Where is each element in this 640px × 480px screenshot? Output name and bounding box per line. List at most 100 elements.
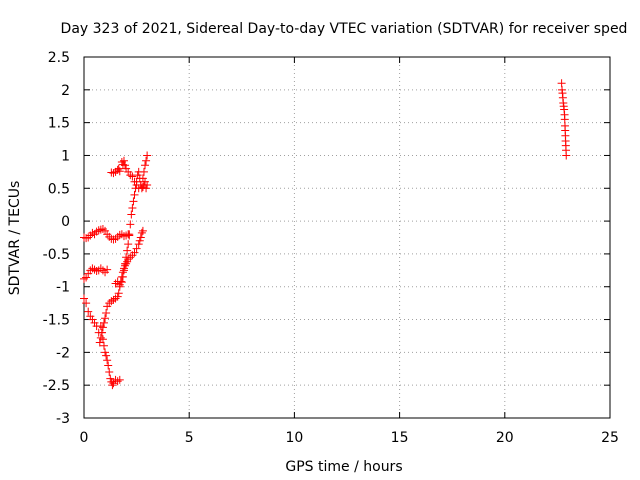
data-point	[113, 377, 122, 386]
data-point	[134, 240, 143, 249]
data-point	[84, 233, 93, 242]
data-point	[92, 266, 101, 275]
data-point	[109, 295, 118, 304]
y-tick-label: 2	[61, 83, 70, 99]
data-point	[97, 328, 106, 337]
series-track-2	[80, 264, 112, 283]
data-point	[98, 323, 107, 332]
data-point	[123, 246, 132, 255]
x-tick-label: 15	[391, 430, 409, 446]
data-point	[103, 265, 112, 274]
data-point	[109, 235, 118, 244]
data-point	[130, 190, 139, 199]
axis-ticks: 0 5 10 15 20 25 -3 -2.5 -2 -1.5 -1 -0.5 0 0.5 1 1.5 2 2.5	[43, 50, 619, 446]
y-axis-label: SDTVAR / TECUs	[7, 181, 23, 296]
data-point	[119, 266, 128, 275]
data-point	[114, 289, 123, 298]
chart-title: Day 323 of 2021, Sidereal Day-to-day VTE…	[61, 21, 628, 37]
data-point	[121, 161, 130, 170]
data-point	[105, 299, 114, 308]
data-point	[115, 230, 124, 239]
data-point	[90, 318, 99, 327]
y-tick-label: -1.5	[43, 313, 70, 329]
data-point	[105, 368, 114, 377]
data-point	[84, 269, 93, 278]
data-point	[142, 184, 151, 193]
data-point	[124, 255, 133, 264]
data-point	[102, 351, 111, 360]
y-tick-label: 1	[61, 148, 70, 164]
x-axis-label: GPS time / hours	[285, 459, 402, 475]
plot-frame	[83, 56, 611, 419]
data-point	[101, 226, 110, 235]
y-tick-label: 2.5	[48, 50, 70, 66]
data-point	[143, 180, 152, 189]
x-tick-label: 10	[285, 430, 303, 446]
data-point	[96, 333, 105, 342]
data-point	[113, 277, 122, 286]
data-point	[113, 292, 122, 301]
data-point	[98, 335, 107, 344]
data-point	[109, 379, 118, 388]
y-tick-label: -3	[56, 411, 70, 427]
data-point	[138, 226, 147, 235]
data-point	[96, 322, 105, 331]
data-point	[117, 278, 126, 287]
y-tick-label: 0.5	[48, 181, 70, 197]
data-point	[128, 172, 137, 181]
data-point	[102, 308, 111, 317]
data-point	[111, 234, 120, 243]
data-point	[103, 356, 112, 365]
data-point	[142, 156, 151, 165]
data-point	[111, 294, 120, 303]
data-point	[122, 253, 131, 262]
data-point	[101, 348, 110, 357]
data-point	[126, 220, 135, 229]
data-point	[119, 232, 128, 241]
data-point	[96, 225, 105, 234]
data-point	[108, 381, 117, 390]
data-point	[115, 375, 124, 384]
data-point	[82, 273, 91, 282]
data-point	[103, 302, 112, 311]
series-track-7	[557, 79, 571, 160]
data-point	[84, 307, 93, 316]
data-point	[86, 266, 95, 275]
data-point	[107, 297, 116, 306]
data-point	[109, 169, 118, 178]
y-tick-label: -2.5	[43, 378, 70, 394]
data-point	[90, 265, 99, 274]
data-point	[92, 227, 101, 236]
data-point	[134, 167, 143, 176]
data-point	[143, 151, 152, 160]
data-point	[141, 161, 150, 170]
data-point	[111, 279, 120, 288]
x-tick-label: 5	[185, 430, 194, 446]
data-point	[122, 164, 131, 173]
data-point	[86, 312, 95, 321]
data-point	[82, 234, 91, 243]
series-track-6	[111, 167, 152, 289]
data-point	[88, 315, 97, 324]
data-point	[135, 174, 144, 183]
data-point	[127, 210, 136, 219]
data-point	[96, 264, 105, 273]
data-point	[80, 294, 88, 303]
data-point	[118, 272, 127, 281]
data-point	[135, 236, 144, 245]
data-point	[94, 226, 103, 235]
data-point	[562, 151, 571, 160]
data-point	[80, 274, 88, 283]
y-tick-label: 1.5	[48, 116, 70, 132]
data-point	[113, 232, 122, 241]
y-tick-label: 0	[61, 214, 70, 230]
data-point	[141, 177, 150, 186]
data-point	[124, 167, 133, 176]
data-point	[137, 228, 146, 237]
data-point	[113, 165, 122, 174]
data-point	[126, 171, 135, 180]
data-point	[115, 167, 124, 176]
data-point	[136, 233, 145, 242]
data-point	[130, 248, 139, 257]
